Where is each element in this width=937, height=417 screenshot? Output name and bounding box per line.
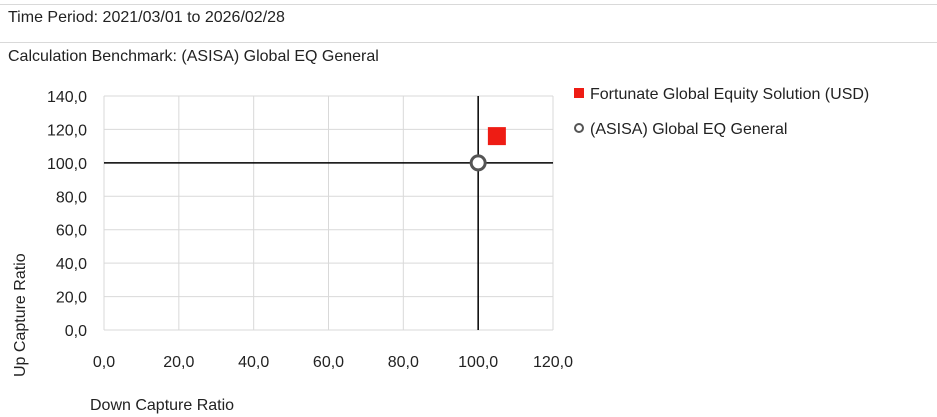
legend-item-label: (ASISA) Global EQ General: [590, 121, 787, 138]
header-divider: [0, 42, 937, 43]
grid-lines: [103, 95, 554, 331]
y-tick-label: 80,0: [56, 189, 87, 206]
time-period-label: Time Period: 2021/03/01 to 2026/02/28: [8, 9, 285, 26]
y-tick-label: 60,0: [56, 223, 87, 240]
benchmark-data-point: [469, 154, 487, 172]
y-tick-label: 0,0: [65, 323, 87, 340]
y-tick-label: 120,0: [47, 122, 87, 139]
benchmark-label: Calculation Benchmark: (ASISA) Global EQ…: [8, 48, 379, 65]
x-tick-label: 20,0: [163, 354, 194, 371]
fund-data-point: [487, 127, 506, 146]
y-tick-label: 140,0: [47, 89, 87, 106]
legend-circle-icon: [574, 123, 584, 133]
legend-square-icon: [574, 88, 584, 98]
x-axis-label: Down Capture Ratio: [90, 397, 234, 414]
x-tick-label: 100,0: [458, 354, 498, 371]
data-points: [469, 127, 506, 172]
legend-item-label: Fortunate Global Equity Solution (USD): [590, 86, 869, 103]
x-tick-label: 80,0: [388, 354, 419, 371]
y-tick-label: 40,0: [56, 256, 87, 273]
y-tick-labels: 0,0 20,0 40,0 60,0 80,0 100,0 120,0 140,0: [47, 89, 87, 340]
y-tick-label: 100,0: [47, 156, 87, 173]
x-tick-label: 40,0: [238, 354, 269, 371]
x-tick-label: 60,0: [313, 354, 344, 371]
x-tick-label: 0,0: [93, 354, 115, 371]
x-tick-labels: 0,0 20,0 40,0 60,0 80,0 100,0 120,0: [93, 354, 573, 371]
x-tick-label: 120,0: [533, 354, 573, 371]
legend: Fortunate Global Equity Solution (USD) (A…: [574, 86, 869, 138]
y-axis-label: Up Capture Ratio: [12, 253, 29, 377]
top-divider: [0, 4, 937, 5]
y-tick-label: 20,0: [56, 290, 87, 307]
